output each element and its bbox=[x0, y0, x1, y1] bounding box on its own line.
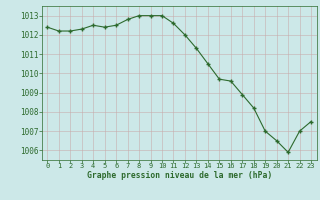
X-axis label: Graphe pression niveau de la mer (hPa): Graphe pression niveau de la mer (hPa) bbox=[87, 171, 272, 180]
